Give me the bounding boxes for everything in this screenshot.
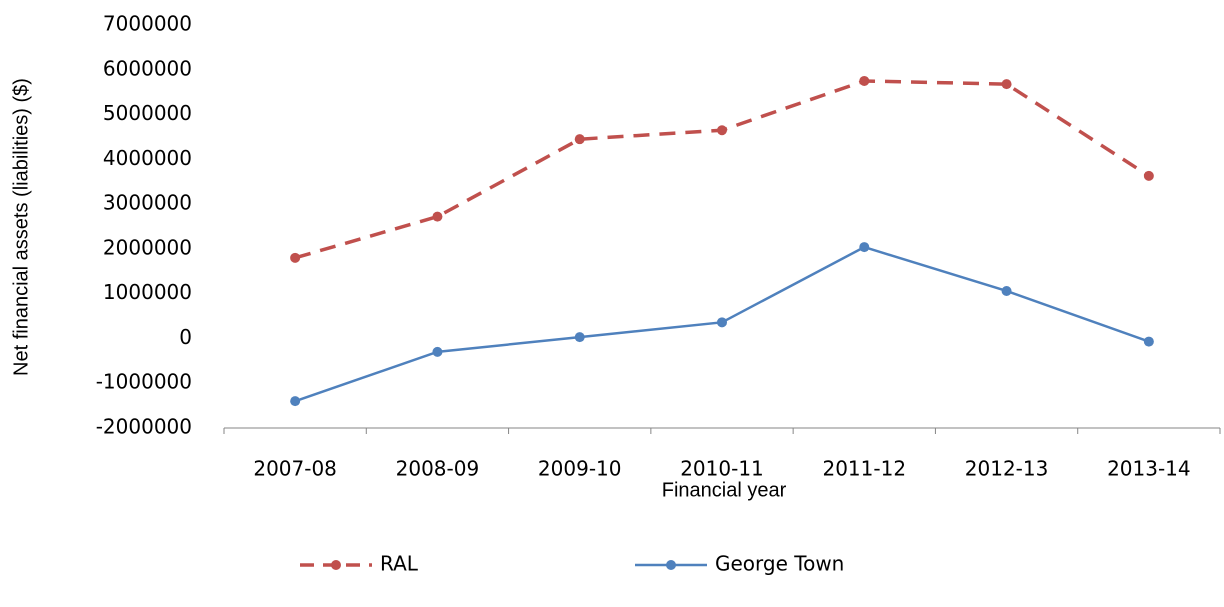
x-tick-label: 2007-08	[253, 457, 337, 481]
x-tick-label: 2011-12	[822, 457, 906, 481]
y-tick-label: 0	[179, 325, 192, 349]
x-tick-label: 2010-11	[680, 457, 764, 481]
point	[574, 332, 585, 343]
point	[859, 242, 870, 253]
point	[290, 396, 301, 407]
y-tick-label: 1000000	[103, 280, 192, 304]
y-axis-label: Net financial assets (liabilities) ($)	[10, 78, 32, 376]
legend-marker	[666, 560, 676, 570]
legend-label: RAL	[380, 552, 419, 576]
point	[859, 75, 870, 86]
y-tick-label: 4000000	[103, 146, 192, 170]
y-tick-label: 5000000	[103, 101, 192, 125]
x-tick-label: 2013-14	[1107, 457, 1191, 481]
x-tick-label: 2009-10	[538, 457, 622, 481]
point	[1143, 336, 1154, 347]
point	[717, 317, 727, 328]
y-tick-label: -1000000	[96, 370, 192, 394]
legend-marker	[331, 560, 341, 570]
x-axis-label: Financial year	[662, 479, 787, 501]
x-tick-label: 2012-13	[965, 457, 1049, 481]
y-tick-label: 6000000	[103, 56, 192, 80]
y-tick-label: 3000000	[103, 191, 192, 215]
point	[717, 125, 727, 136]
y-tick-label: 7000000	[103, 12, 192, 36]
point	[574, 134, 585, 145]
legend-label: George Town	[715, 552, 844, 576]
y-tick-label: -2000000	[96, 415, 192, 439]
y-tick-label: 2000000	[103, 235, 192, 259]
point	[290, 252, 301, 263]
point	[432, 346, 443, 357]
point	[432, 211, 443, 222]
point	[1001, 285, 1012, 296]
point	[1001, 79, 1012, 90]
x-tick-label: 2008-09	[396, 457, 480, 481]
point	[1143, 170, 1154, 181]
series-line	[294, 79, 1150, 260]
